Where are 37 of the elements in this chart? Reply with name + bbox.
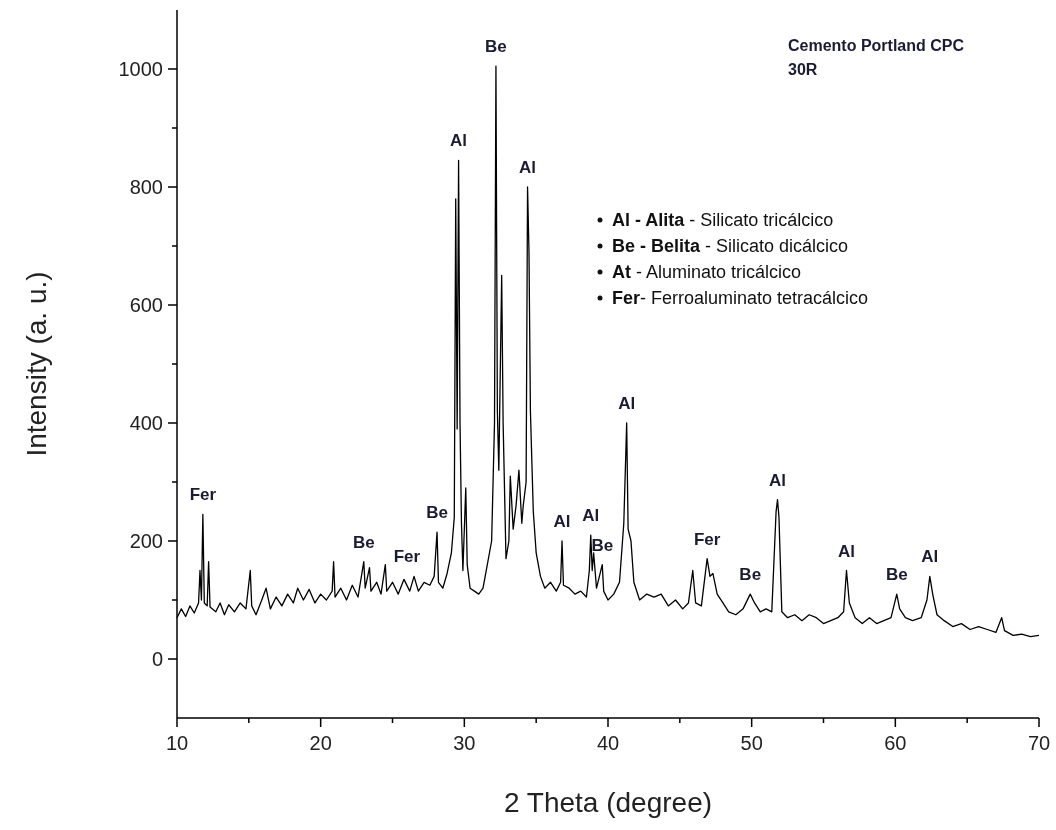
annotation: Be	[485, 37, 507, 57]
annotation: Al	[519, 158, 537, 177]
annotation: Be	[885, 565, 908, 585]
y-tick-label: 0	[151, 648, 163, 670]
text: Cemento Portland CPC 30R	[788, 37, 965, 78]
y-tick-label: 600	[129, 294, 163, 316]
x-tick-label: 40	[596, 732, 620, 754]
y-axis-title: Intensity (a. u.)	[21, 271, 52, 457]
annotation: Fer- Ferroaluminato tetracálcico	[612, 288, 869, 308]
y-tick-label: 400	[129, 412, 163, 434]
x-tick-label: 50	[740, 732, 763, 754]
annotation: Fer	[189, 485, 217, 505]
annotation: Al	[450, 131, 468, 151]
x-tick-label: 70	[1027, 732, 1051, 754]
x-tick-label: 20	[309, 732, 332, 754]
annotation: Be	[352, 532, 375, 552]
annotation: Be - Belita - Silicato dicálcico	[612, 236, 849, 256]
annotation: Al	[921, 547, 939, 567]
annotation: Be	[591, 535, 614, 555]
annotation: At - Aluminato tricálcico	[612, 262, 802, 282]
x-tick-label: 10	[165, 732, 189, 754]
annotation: Al	[553, 512, 571, 531]
y-tick-label: 800	[129, 176, 163, 198]
annotation: Be	[426, 503, 448, 523]
annotation: Fer	[693, 529, 721, 549]
y-tick-label: 200	[129, 530, 163, 552]
annotation: Be	[739, 565, 762, 585]
annotation: Al	[618, 394, 636, 413]
annotation: Fer	[393, 547, 421, 567]
annotation: Al - Alita - Silicato tricálcico	[612, 210, 834, 230]
y-tick-label: 1000	[118, 58, 163, 80]
annotation: Al	[769, 470, 787, 490]
x-tick-label: 60	[884, 732, 907, 754]
annotation: Al	[582, 506, 600, 526]
annotation: Al	[837, 541, 855, 561]
x-axis-title: 2 Theta (degree)	[503, 787, 713, 818]
x-tick-label: 30	[453, 732, 476, 754]
